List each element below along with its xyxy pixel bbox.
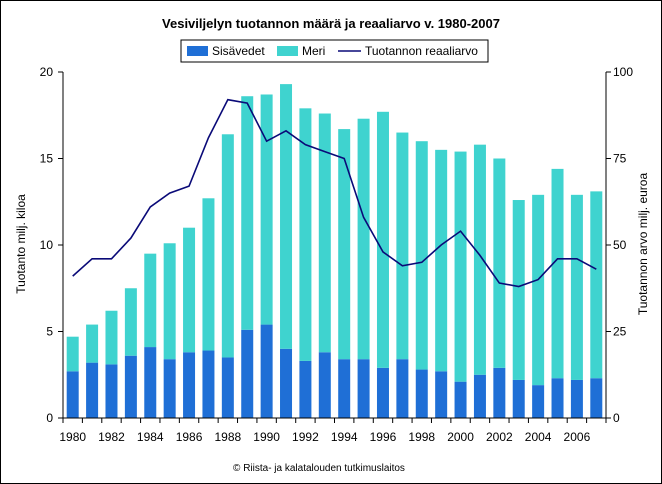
y2-tick-label-50: 50 — [613, 238, 627, 252]
x-tick-label-1986: 1986 — [176, 430, 203, 444]
bar-sisavedet-1983 — [124, 355, 137, 418]
bar-meri-1997 — [396, 132, 409, 360]
bar-meri-1984 — [144, 253, 157, 348]
y-tick-label-15: 15 — [40, 152, 54, 166]
legend-swatch-sisavedet — [187, 46, 208, 56]
y2-axis-title: Tuotannon arvo milj. euroa — [636, 173, 650, 316]
bar-meri-1981 — [86, 324, 99, 363]
bar-meri-1996 — [376, 111, 389, 368]
credit-text: © Riista- ja kalatalouden tutkimuslaitos — [233, 463, 405, 474]
bar-meri-1982 — [105, 310, 118, 365]
bar-sisavedet-2002 — [493, 367, 506, 418]
bar-sisavedet-2004 — [532, 385, 545, 418]
bar-sisavedet-1999 — [435, 371, 448, 418]
bar-sisavedet-1994 — [338, 359, 351, 418]
bar-sisavedet-1989 — [241, 329, 254, 418]
bar-meri-2000 — [454, 151, 467, 382]
x-tick-label-1984: 1984 — [137, 430, 164, 444]
line-reaaliarvo — [72, 98, 597, 288]
bar-sisavedet-2003 — [512, 379, 525, 418]
x-tick-label-1990: 1990 — [253, 430, 280, 444]
bar-meri-1995 — [357, 118, 370, 360]
bar-sisavedet-1993 — [318, 352, 331, 418]
bar-sisavedet-1986 — [183, 352, 196, 418]
x-tick-label-1988: 1988 — [214, 430, 241, 444]
y2-tick-label-25: 25 — [613, 325, 627, 339]
bar-meri-1983 — [124, 288, 137, 356]
bar-sisavedet-1997 — [396, 359, 409, 418]
bar-meri-1994 — [338, 129, 351, 360]
bar-meri-1999 — [435, 149, 448, 372]
bar-meri-2003 — [512, 200, 525, 380]
x-tick-label-1994: 1994 — [331, 430, 358, 444]
x-tick-label-1992: 1992 — [292, 430, 319, 444]
y-tick-label-10: 10 — [40, 238, 54, 252]
bar-sisavedet-1991 — [280, 348, 293, 418]
y-axis-title: Tuotanto milj. kiloa — [14, 194, 28, 294]
bar-meri-1987 — [202, 198, 215, 351]
bar-meri-2002 — [493, 158, 506, 368]
plot-area: 0 5 10 15 20 0 25 50 75 100 1980 1982 1984 1986 1988 19… — [40, 65, 634, 444]
bar-meri-1991 — [280, 84, 293, 349]
bar-sisavedet-1985 — [163, 359, 176, 418]
bar-meri-2006 — [570, 194, 583, 380]
bar-meri-1992 — [299, 108, 312, 361]
x-tick-label-1998: 1998 — [408, 430, 435, 444]
bar-sisavedet-1995 — [357, 359, 370, 418]
bar-meri-2001 — [473, 144, 486, 375]
y2-tick-label-0: 0 — [613, 411, 620, 425]
bar-meri-1988 — [221, 134, 234, 358]
y2-tick-label-100: 100 — [613, 65, 633, 79]
bar-sisavedet-2000 — [454, 381, 467, 418]
legend-box — [180, 39, 489, 63]
x-tick-label-2004: 2004 — [525, 430, 552, 444]
bar-sisavedet-1980 — [66, 371, 79, 418]
bar-sisavedet-2005 — [551, 378, 564, 418]
bar-meri-2005 — [551, 168, 564, 379]
bar-sisavedet-1982 — [105, 364, 118, 418]
bar-meri-1985 — [163, 243, 176, 360]
y-tick-label-0: 0 — [46, 411, 53, 425]
bar-meri-1986 — [183, 227, 196, 353]
chart-title: Vesiviljelyn tuotannon määrä ja reaaliar… — [162, 16, 500, 31]
bar-meri-1990 — [260, 94, 273, 325]
bar-meri-1998 — [415, 141, 428, 370]
bar-sisavedet-1988 — [221, 357, 234, 418]
x-tick-label-1982: 1982 — [98, 430, 125, 444]
bar-sisavedet-1987 — [202, 350, 215, 418]
x-tick-label-2006: 2006 — [564, 430, 591, 444]
bar-sisavedet-2007 — [590, 378, 603, 418]
bar-sisavedet-2006 — [570, 379, 583, 418]
legend-swatch-meri — [277, 46, 298, 56]
bar-sisavedet-1990 — [260, 324, 273, 418]
bar-sisavedet-1981 — [86, 362, 99, 418]
bar-sisavedet-1992 — [299, 360, 312, 418]
bar-meri-2004 — [532, 194, 545, 386]
legend-label-sisavedet: Sisävedet — [212, 44, 265, 58]
bar-sisavedet-1998 — [415, 369, 428, 418]
bar-sisavedet-1996 — [376, 367, 389, 418]
bar-sisavedet-2001 — [473, 374, 486, 418]
bar-meri-1989 — [241, 96, 254, 330]
legend-label-meri: Meri — [302, 44, 325, 58]
bar-meri-1980 — [66, 336, 79, 372]
x-tick-label-1996: 1996 — [370, 430, 397, 444]
legend: Sisävedet Meri Tuotannon reaaliarvo — [180, 39, 489, 63]
x-tick-label-2002: 2002 — [486, 430, 513, 444]
y2-tick-label-75: 75 — [613, 152, 627, 166]
y-tick-label-5: 5 — [46, 325, 53, 339]
x-tick-label-1980: 1980 — [59, 430, 86, 444]
bar-sisavedet-1984 — [144, 347, 157, 418]
x-tick-label-2000: 2000 — [447, 430, 474, 444]
bar-meri-1993 — [318, 113, 331, 353]
bar-meri-2007 — [590, 191, 603, 379]
y-tick-label-20: 20 — [40, 65, 54, 79]
legend-label-reaaliarvo: Tuotannon reaaliarvo — [365, 44, 478, 58]
